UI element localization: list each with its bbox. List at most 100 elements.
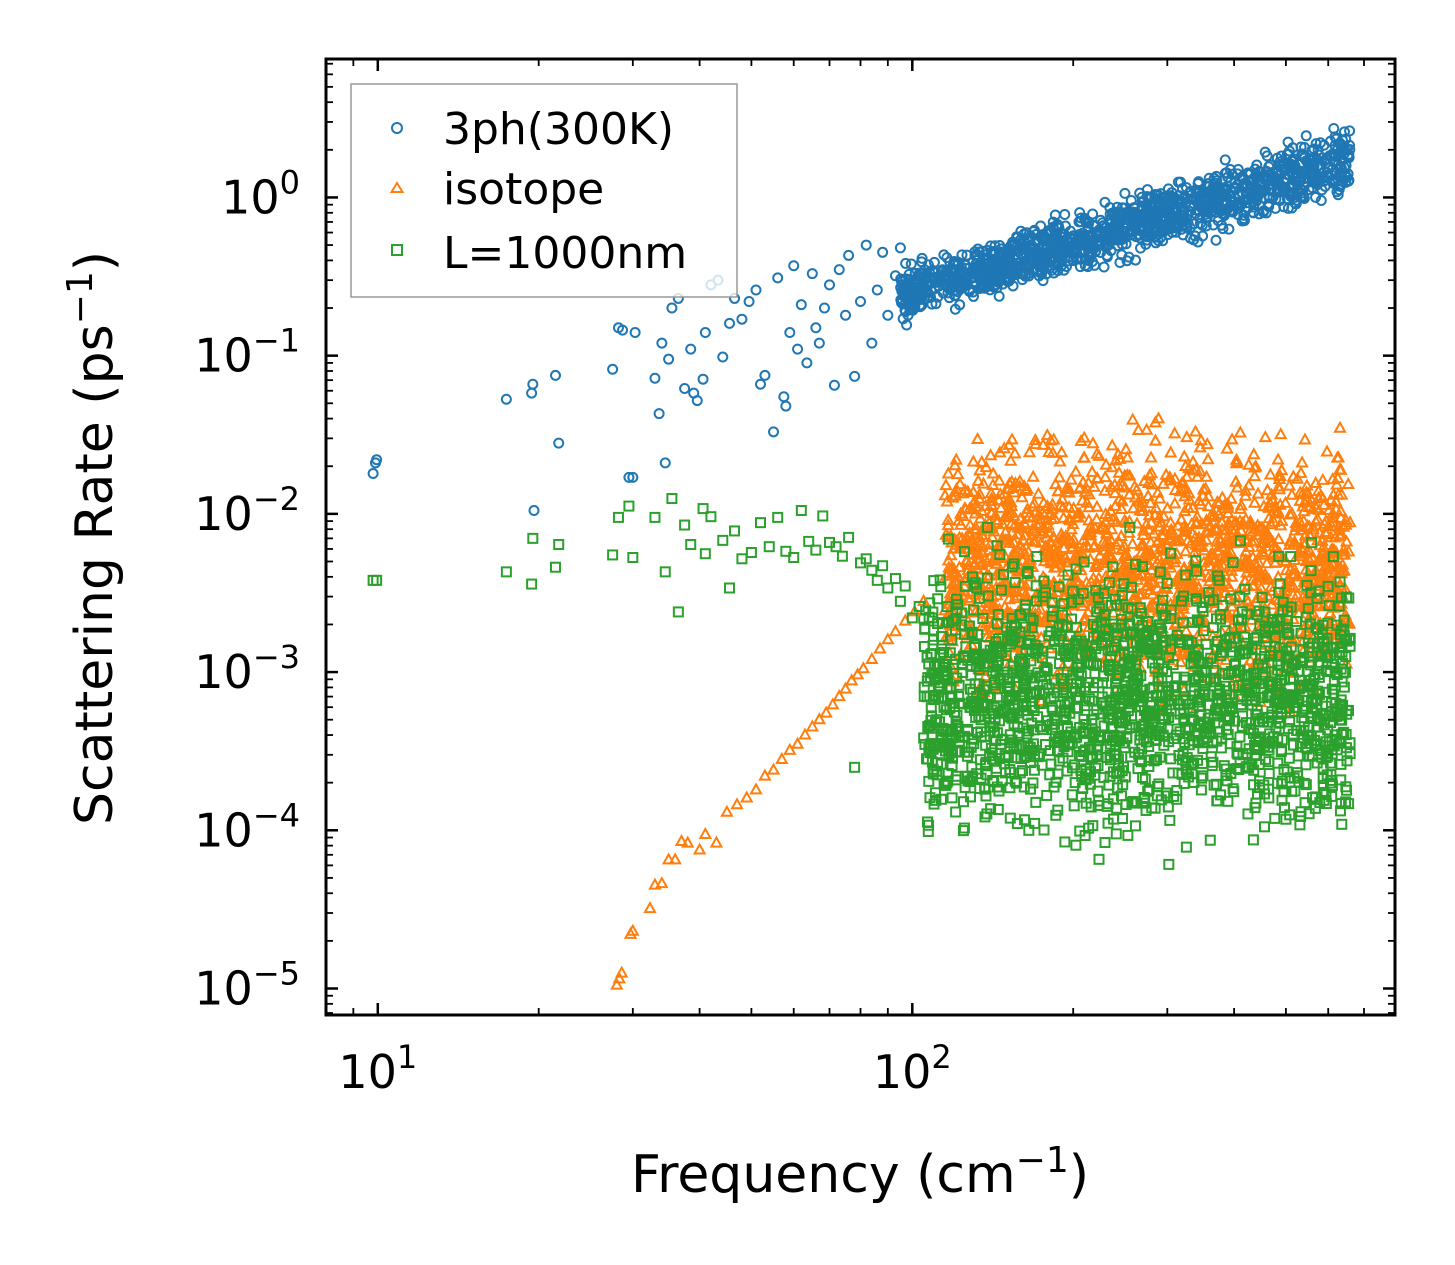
band-point-isotope — [1145, 477, 1159, 490]
band-point-isotope — [1171, 518, 1185, 531]
band-point-l1000nm — [1160, 787, 1172, 799]
band-point-l1000nm — [1250, 644, 1262, 656]
band-point-3ph300k — [969, 249, 981, 261]
band-point-isotope — [975, 503, 989, 517]
band-point-isotope — [1178, 544, 1193, 557]
band-point-l1000nm — [927, 743, 939, 755]
band-point-isotope — [971, 473, 985, 486]
band-point-l1000nm — [1064, 739, 1076, 751]
band-point-l1000nm — [1288, 691, 1300, 703]
band-point-isotope — [1302, 499, 1317, 513]
band-point-l1000nm — [1234, 535, 1246, 547]
band-point-l1000nm — [963, 620, 975, 632]
band-point-isotope — [1108, 477, 1122, 490]
band-point-isotope — [1178, 489, 1192, 502]
band-point-isotope — [1192, 493, 1206, 506]
band-point-isotope — [1149, 500, 1163, 514]
band-point-isotope — [1253, 569, 1267, 582]
band-point-3ph300k — [1125, 229, 1137, 241]
band-point-3ph300k — [1275, 150, 1287, 162]
band-point-l1000nm — [1328, 642, 1340, 654]
band-point-l1000nm — [1134, 734, 1146, 746]
band-point-l1000nm — [988, 677, 1000, 689]
band-point-isotope — [1229, 452, 1244, 465]
band-point-3ph300k — [984, 271, 996, 283]
band-point-l1000nm — [1263, 768, 1275, 780]
band-point-l1000nm — [1320, 798, 1332, 810]
band-point-isotope — [1054, 445, 1069, 458]
band-point-3ph300k — [1194, 199, 1206, 211]
band-point-isotope — [939, 478, 953, 491]
band-point-3ph300k — [954, 283, 966, 295]
band-point-l1000nm — [1262, 690, 1274, 702]
band-point-l1000nm — [993, 785, 1005, 797]
band-point-l1000nm — [953, 691, 965, 703]
band-point-l1000nm — [1178, 590, 1190, 602]
band-point-l1000nm — [1207, 756, 1219, 768]
band-point-l1000nm — [1265, 679, 1277, 691]
band-point-isotope — [1295, 542, 1310, 555]
band-point-3ph300k — [1331, 172, 1343, 184]
band-point-l1000nm — [1180, 841, 1192, 853]
band-point-isotope — [1045, 497, 1060, 510]
band-point-l1000nm — [1124, 521, 1136, 533]
band-point-l1000nm — [988, 701, 1000, 713]
band-point-l1000nm — [1192, 737, 1204, 749]
band-point-isotope — [1267, 514, 1281, 527]
band-point-isotope — [1191, 579, 1206, 593]
band-point-isotope — [973, 463, 987, 476]
band-point-isotope — [1321, 562, 1335, 575]
band-point-isotope — [1151, 485, 1165, 498]
band-point-3ph300k — [1159, 224, 1171, 236]
band-point-isotope — [1064, 472, 1078, 485]
band-point-isotope — [1175, 476, 1189, 489]
band-point-isotope — [951, 467, 965, 480]
band-point-isotope — [1177, 560, 1191, 573]
band-point-isotope — [966, 454, 981, 467]
band-point-isotope — [1157, 509, 1171, 522]
band-point-l1000nm — [966, 626, 978, 638]
band-point-3ph300k — [1192, 177, 1204, 189]
band-point-3ph300k — [1099, 196, 1111, 208]
band-point-l1000nm — [1040, 662, 1052, 674]
band-point-l1000nm — [1041, 678, 1053, 690]
band-point-3ph300k — [1082, 261, 1094, 273]
band-point-3ph300k — [1200, 220, 1212, 232]
band-point-isotope — [1052, 470, 1067, 483]
band-point-l1000nm — [1049, 718, 1061, 730]
band-point-3ph300k — [1059, 209, 1071, 221]
band-point-isotope — [1087, 479, 1101, 492]
band-point-l1000nm — [1259, 606, 1271, 618]
band-point-l1000nm — [1067, 585, 1079, 597]
band-point-l1000nm — [1291, 724, 1303, 736]
band-point-l1000nm — [1295, 655, 1307, 667]
band-point-l1000nm — [1259, 626, 1271, 638]
band-point-3ph300k — [1259, 146, 1271, 158]
band-point-isotope — [1249, 459, 1263, 472]
band-point-isotope — [1073, 506, 1087, 519]
band-point-isotope — [1316, 472, 1330, 485]
band-point-3ph300k — [968, 263, 980, 275]
band-point-l1000nm — [1163, 712, 1175, 724]
band-point-l1000nm — [1054, 658, 1066, 670]
band-point-l1000nm — [1113, 767, 1125, 779]
band-point-l1000nm — [1140, 736, 1152, 748]
band-point-l1000nm — [1101, 730, 1113, 742]
band-point-3ph300k — [1315, 195, 1327, 207]
band-point-l1000nm — [1256, 592, 1268, 604]
band-point-l1000nm — [1288, 772, 1300, 784]
band-point-3ph300k — [1298, 168, 1310, 180]
band-point-isotope — [1181, 500, 1196, 513]
band-point-l1000nm — [1272, 757, 1284, 769]
band-point-l1000nm — [918, 641, 930, 653]
band-point-l1000nm — [1006, 612, 1018, 624]
band-point-l1000nm — [1139, 773, 1151, 785]
band-point-isotope — [1016, 553, 1030, 566]
band-point-l1000nm — [1276, 744, 1288, 756]
band-point-3ph300k — [1331, 186, 1343, 198]
band-point-l1000nm — [981, 572, 993, 584]
band-point-l1000nm — [1284, 809, 1296, 821]
band-point-isotope — [1264, 579, 1278, 592]
band-point-isotope — [1028, 437, 1043, 450]
band-point-l1000nm — [1153, 658, 1165, 670]
